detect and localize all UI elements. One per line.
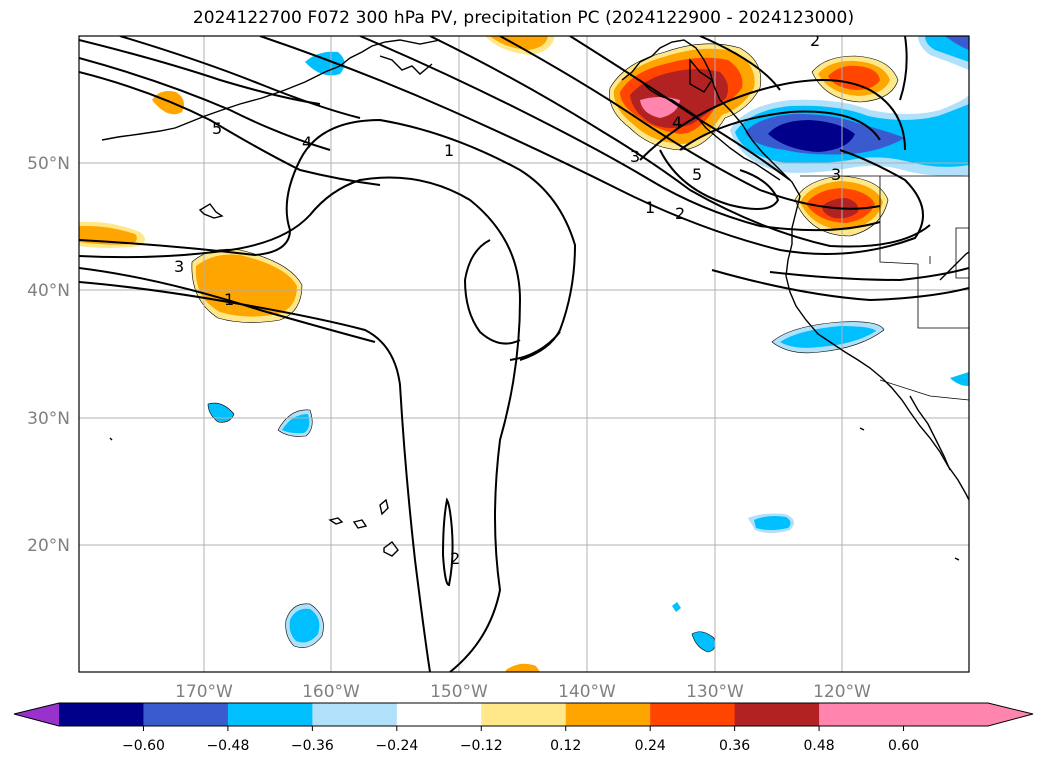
contour-label: 5	[692, 165, 702, 184]
colorbar-segment	[819, 703, 905, 726]
colorbar-outline	[13, 702, 1034, 727]
colorbar-segment	[481, 703, 567, 726]
contour-labels: 1 2 3 4 5 5 4 3 3 1 2 1 2	[174, 31, 841, 568]
lat-tick-label: 40°N	[27, 281, 70, 301]
pv-contours	[79, 36, 969, 672]
contour-label: 5	[212, 119, 222, 138]
precip-fills	[79, 36, 969, 672]
contour-label: 1	[224, 290, 234, 309]
gridlines	[79, 36, 969, 672]
contour-label: 3	[831, 165, 841, 184]
lat-tick-label: 30°N	[27, 409, 70, 429]
contour-label: 1	[444, 141, 454, 160]
colorbar: −0.60 −0.48 −0.36 −0.24 −0.12 0.12 0.24 0.36 0.4…	[13, 702, 1034, 754]
colorbar-segment	[312, 703, 398, 726]
contour-label: 2	[810, 31, 820, 50]
colorbar-tick-label: −0.36	[291, 738, 334, 754]
lat-tick-label: 20°N	[27, 536, 70, 556]
lat-tick-label: 50°N	[27, 154, 70, 174]
contour-label: 4	[672, 113, 682, 132]
lon-tick-label: 160°W	[302, 682, 360, 702]
colorbar-tick-label: 0.36	[719, 738, 750, 754]
colorbar-tick-label: −0.24	[375, 738, 418, 754]
colorbar-segment	[903, 703, 989, 726]
colorbar-segment	[396, 703, 482, 726]
map-title: 2024122700 F072 300 hPa PV, precipitatio…	[192, 8, 855, 28]
map-frame	[78, 35, 970, 673]
colorbar-segment	[227, 703, 313, 726]
political-borders	[800, 175, 969, 401]
colorbar-extend-low	[14, 703, 59, 726]
lon-tick-label: 130°W	[686, 682, 744, 702]
colorbar-segment	[650, 703, 736, 726]
colorbar-segment	[59, 703, 144, 726]
colorbar-tick-label: −0.60	[122, 738, 165, 754]
contour-label: 2	[450, 549, 460, 568]
lon-tick-label: 150°W	[430, 682, 488, 702]
contour-label: 2	[675, 204, 685, 223]
colorbar-tick-label: 0.24	[635, 738, 666, 754]
lon-tick-label: 120°W	[813, 682, 871, 702]
contour-label: 4	[302, 133, 312, 152]
lon-tick-label: 140°W	[558, 682, 616, 702]
colorbar-segment	[143, 703, 229, 726]
colorbar-tick-label: 0.48	[804, 738, 835, 754]
map-area: 1 2 3 4 5 5 4 3 3 1 2 1 2	[79, 31, 969, 672]
colorbar-tick-label: 0.12	[550, 738, 581, 754]
lon-tick-labels: 170°W 160°W 150°W 140°W 130°W 120°W	[175, 682, 871, 702]
colorbar-tick-label: 0.60	[888, 738, 919, 754]
colorbar-segment	[734, 703, 820, 726]
colorbar-extend-high	[988, 703, 1033, 726]
colorbar-tick-label: −0.12	[460, 738, 503, 754]
contour-label: 1	[645, 198, 655, 217]
lon-tick-label: 170°W	[175, 682, 233, 702]
colorbar-segment	[565, 703, 651, 726]
lat-tick-labels: 50°N 40°N 30°N 20°N	[27, 154, 70, 556]
colorbar-tick-label: −0.48	[206, 738, 249, 754]
contour-label: 3	[630, 147, 640, 166]
contour-label: 3	[174, 257, 184, 276]
